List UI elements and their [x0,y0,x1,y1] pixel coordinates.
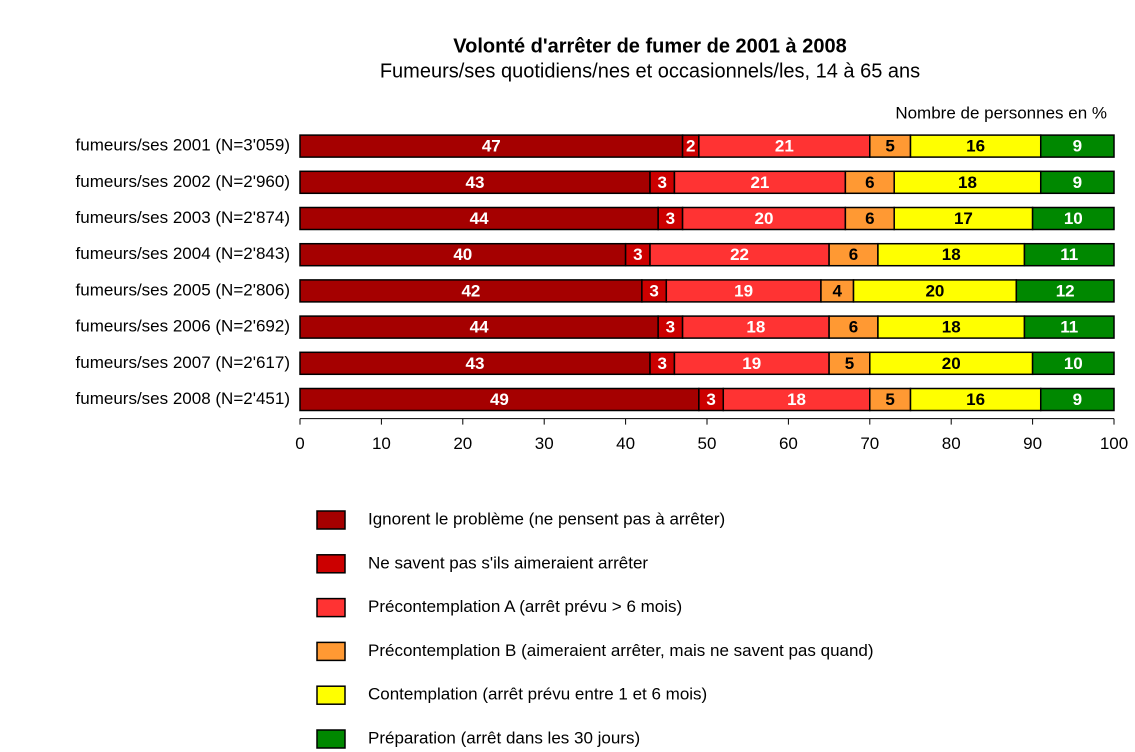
value-label: 4 [833,281,843,300]
category-label: fumeurs/ses 2001 (N=3'059) [76,136,290,155]
value-label: 18 [942,318,961,337]
value-label: 16 [966,390,985,409]
value-label: 9 [1073,137,1082,156]
x-tick-label: 50 [698,434,717,453]
value-label: 47 [482,137,501,156]
x-tick-label: 100 [1100,434,1128,453]
value-label: 6 [865,209,874,228]
legend-swatch [316,597,346,618]
value-label: 42 [461,281,480,300]
chart-subtitle: Fumeurs/ses quotidiens/nes et occasionne… [380,60,920,82]
legend-swatch [316,510,346,530]
legend-label: Préparation (arrêt dans les 30 jours) [368,728,640,747]
value-label: 5 [845,354,854,373]
bar-segment [1039,170,1115,195]
value-label: 21 [750,173,769,192]
category-label: fumeurs/ses 2007 (N=2'617) [76,353,290,372]
category-label: fumeurs/ses 2005 (N=2'806) [76,280,290,299]
chart-title: Volonté d'arrêter de fumer de 2001 à 200… [453,35,846,57]
bar-segment [1023,242,1115,267]
bar-segment [1023,315,1115,339]
bar-segment [1031,351,1115,376]
bar-segment [1039,387,1115,412]
value-label: 17 [954,209,973,228]
value-label: 43 [466,354,485,373]
value-label: 9 [1073,390,1082,409]
value-label: 18 [958,173,977,192]
category-label: fumeurs/ses 2006 (N=2'692) [76,317,290,336]
value-label: 3 [657,173,666,192]
legend-swatch [316,685,346,705]
value-label: 3 [666,318,675,337]
x-tick-label: 90 [1023,434,1042,453]
legend-label: Précontemplation A (arrêt prévu > 6 mois… [368,597,682,616]
value-label: 44 [470,318,489,337]
value-label: 3 [706,390,715,409]
value-label: 11 [1060,318,1078,337]
category-label: fumeurs/ses 2008 (N=2'451) [76,389,290,408]
value-label: 18 [746,318,765,337]
value-label: 10 [1064,209,1083,228]
value-label: 20 [942,354,961,373]
value-label: 19 [734,281,753,300]
legend-swatch [316,554,346,574]
value-label: 5 [885,390,894,409]
value-label: 22 [730,245,749,264]
value-label: 44 [470,209,489,228]
value-label: 6 [849,245,858,264]
value-label: 12 [1056,281,1075,300]
x-tick-label: 30 [535,434,554,453]
legend-label: Précontemplation B (aimeraient arrêter, … [368,641,874,660]
value-label: 3 [633,245,642,264]
x-tick-label: 60 [779,434,798,453]
x-tick-label: 10 [372,434,391,453]
value-label: 6 [865,173,874,192]
category-label: fumeurs/ses 2002 (N=2'960) [76,172,290,191]
bar-segment [1039,134,1115,158]
x-tick-label: 0 [295,434,304,453]
value-label: 5 [885,137,894,156]
x-tick-label: 40 [616,434,635,453]
legend-swatch [316,641,346,662]
legend-label: Ne savent pas s'ils aimeraient arrêter [368,553,648,572]
category-label: fumeurs/ses 2003 (N=2'874) [76,208,290,227]
value-label: 10 [1064,354,1083,373]
value-label: 9 [1073,173,1082,192]
x-tick-label: 70 [860,434,879,453]
value-label: 21 [775,137,794,156]
value-label: 18 [787,390,806,409]
value-label: 40 [453,245,472,264]
x-tick-label: 20 [453,434,472,453]
value-label: 49 [490,390,509,409]
value-label: 20 [925,281,944,300]
value-label: 3 [649,281,658,300]
x-tick-label: 80 [942,434,961,453]
bar-segment [1015,279,1115,303]
value-label: 3 [657,354,666,373]
value-label: 19 [742,354,761,373]
legend-swatch [316,729,346,749]
category-label: fumeurs/ses 2004 (N=2'843) [76,244,290,263]
value-label: 3 [666,209,675,228]
legend-label: Ignorent le problème (ne pensent pas à a… [368,509,725,528]
value-label: 16 [966,137,985,156]
legend-label: Contemplation (arrêt prévu entre 1 et 6 … [368,685,707,704]
value-label: 2 [686,137,695,156]
value-label: 20 [755,209,774,228]
axis-label: Nombre de personnes en % [895,103,1107,122]
value-label: 43 [466,173,485,192]
value-label: 6 [849,318,858,337]
value-label: 11 [1060,245,1078,264]
value-label: 18 [942,245,961,264]
bar-segment [1031,206,1115,231]
